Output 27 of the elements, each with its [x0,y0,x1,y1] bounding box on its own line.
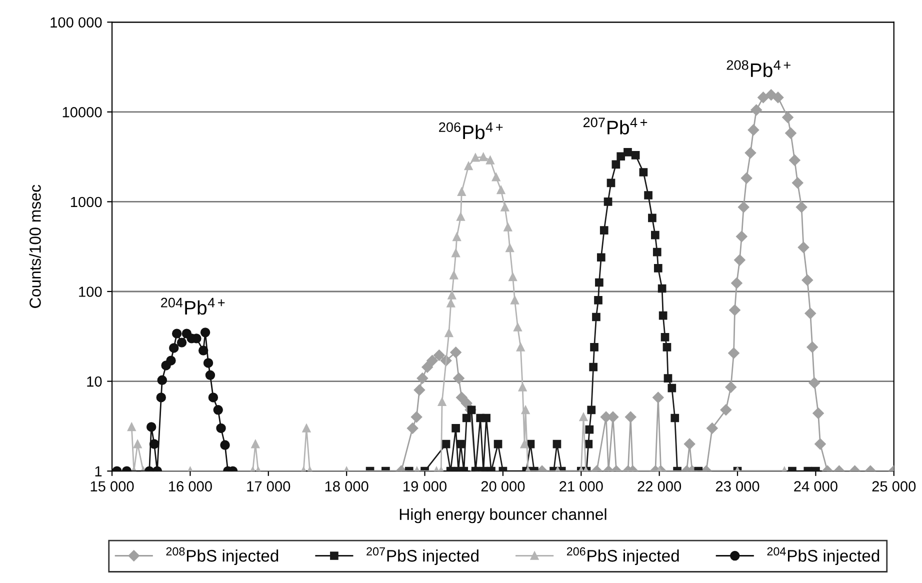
x-tick-label: 22 000 [638,481,682,492]
legend-label: $^{207}$PbS injected [366,547,478,566]
x-axis-title: High energy bouncer channel [400,508,606,524]
y-tick-label: 1000 [70,196,102,208]
x-tick-label: 17 000 [247,481,290,492]
annotation: $^{206}$Pb$^{4+}$ [439,122,503,140]
annotation: $^{207}$Pb$^{4+}$ [583,118,648,134]
legend-label: $^{208}$PbS injected [166,547,278,566]
annotation: $^{204}$Pb$^{4+}$ [161,298,225,315]
y-tick-label: 100 [79,286,102,297]
x-tick-label: 18 000 [325,481,368,492]
x-tick-label: 20 000 [481,481,525,492]
x-tick-label: 19 000 [404,481,446,492]
y-axis-title: Counts/100 msec [29,184,41,308]
y-tick-label: 1 [95,466,102,476]
x-tick-label: 16 000 [169,481,212,492]
x-tick-label: 21 000 [560,481,603,492]
legend-label: $^{204}$PbS injected [767,547,880,566]
y-tick-label: 10000 [62,107,102,118]
legend-label: $^{206}$PbS injected [566,547,679,566]
x-tick-label: 25 000 [872,481,916,492]
x-tick-label: 23 000 [716,481,760,492]
y-tick-label: 100 000 [50,17,102,28]
x-tick-label: 24 000 [794,481,838,492]
x-tick-label: 15 000 [90,481,134,492]
y-tick-label: 10 [87,376,102,387]
annotation: $^{208}$Pb$^{4+}$ [726,60,790,78]
